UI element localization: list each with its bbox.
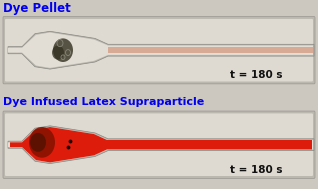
Polygon shape <box>8 33 313 68</box>
Polygon shape <box>8 127 313 162</box>
Text: Dye Pellet: Dye Pellet <box>3 2 71 15</box>
FancyBboxPatch shape <box>5 19 313 81</box>
Text: t = 180 s: t = 180 s <box>230 70 282 80</box>
Text: Dye Infused Latex Supraparticle: Dye Infused Latex Supraparticle <box>3 97 204 107</box>
Circle shape <box>29 127 55 158</box>
Polygon shape <box>10 127 312 162</box>
Polygon shape <box>108 47 313 53</box>
Circle shape <box>30 133 46 152</box>
Polygon shape <box>8 126 314 164</box>
Circle shape <box>53 38 73 62</box>
Circle shape <box>52 46 64 60</box>
FancyBboxPatch shape <box>3 111 315 178</box>
FancyBboxPatch shape <box>3 17 315 84</box>
Polygon shape <box>8 31 314 69</box>
Text: t = 180 s: t = 180 s <box>230 165 282 175</box>
FancyBboxPatch shape <box>5 113 313 176</box>
